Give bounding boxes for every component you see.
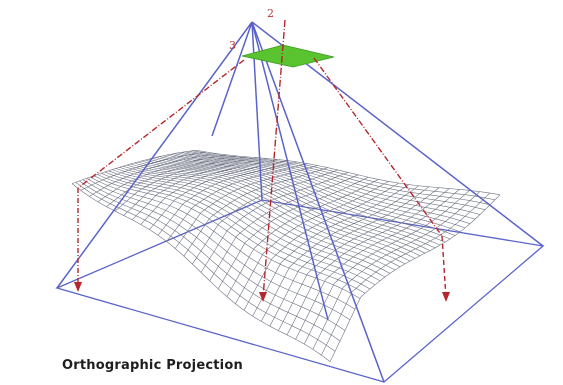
ground-plane (55, 199, 545, 383)
ray-center (262, 19, 286, 299)
mesh-line-h (149, 160, 288, 230)
ray-arrowheads (74, 282, 450, 302)
terrain-surface (71, 149, 501, 362)
mesh-line-h (252, 184, 409, 317)
mesh-line-h (278, 187, 440, 331)
mesh-line-h (97, 154, 227, 203)
mesh-line-h (89, 153, 217, 197)
mesh-line-h (123, 157, 257, 216)
mesh-line-h (157, 161, 298, 236)
mesh-line-h (295, 189, 460, 340)
mesh-line-h (269, 186, 430, 327)
mesh-line-h (286, 188, 450, 336)
mesh-line-h (200, 172, 349, 273)
arrowhead-center (259, 292, 267, 302)
ray-label-3: 3 (229, 39, 236, 52)
mesh-line-h (166, 163, 308, 242)
arrowhead-right (442, 292, 450, 302)
mesh-line-h (243, 182, 399, 311)
ray-label-2: 2 (267, 7, 274, 20)
mesh-line-h (209, 174, 359, 281)
frustum-edge-back (251, 21, 263, 201)
mesh-line-h (183, 167, 328, 257)
mesh-line-v (104, 171, 376, 286)
mesh-line-h (174, 165, 318, 249)
mesh-line-v (82, 179, 346, 331)
mesh-line-h (321, 192, 491, 356)
ray-right-drop (441, 235, 447, 299)
mesh-line-h (114, 156, 247, 212)
strut-left (211, 21, 253, 137)
mesh-line-h (140, 159, 278, 225)
mesh-line-h (303, 190, 470, 345)
mesh-line-h (80, 151, 207, 191)
figure-caption: Orthographic Projection (62, 358, 243, 373)
mesh-line-h (260, 185, 420, 322)
mesh-line-h (235, 181, 389, 304)
ray-right-upper (313, 57, 443, 237)
strut-front (251, 21, 329, 321)
mesh-line-h (131, 158, 267, 221)
mesh-line-v (112, 169, 386, 278)
mesh-line-h (192, 169, 338, 265)
mesh-line-h (329, 194, 501, 362)
mesh-line-h (217, 176, 369, 289)
frustum-edge-front (251, 21, 385, 383)
frustum-edge-left (56, 21, 253, 289)
mesh-line-h (226, 179, 379, 297)
arrowhead-left (74, 282, 82, 292)
mesh-line-h (312, 191, 480, 350)
ray-left-upper (77, 59, 245, 189)
image-plane (241, 44, 335, 68)
projection-rays (77, 19, 447, 299)
mesh-line-h (106, 155, 237, 207)
